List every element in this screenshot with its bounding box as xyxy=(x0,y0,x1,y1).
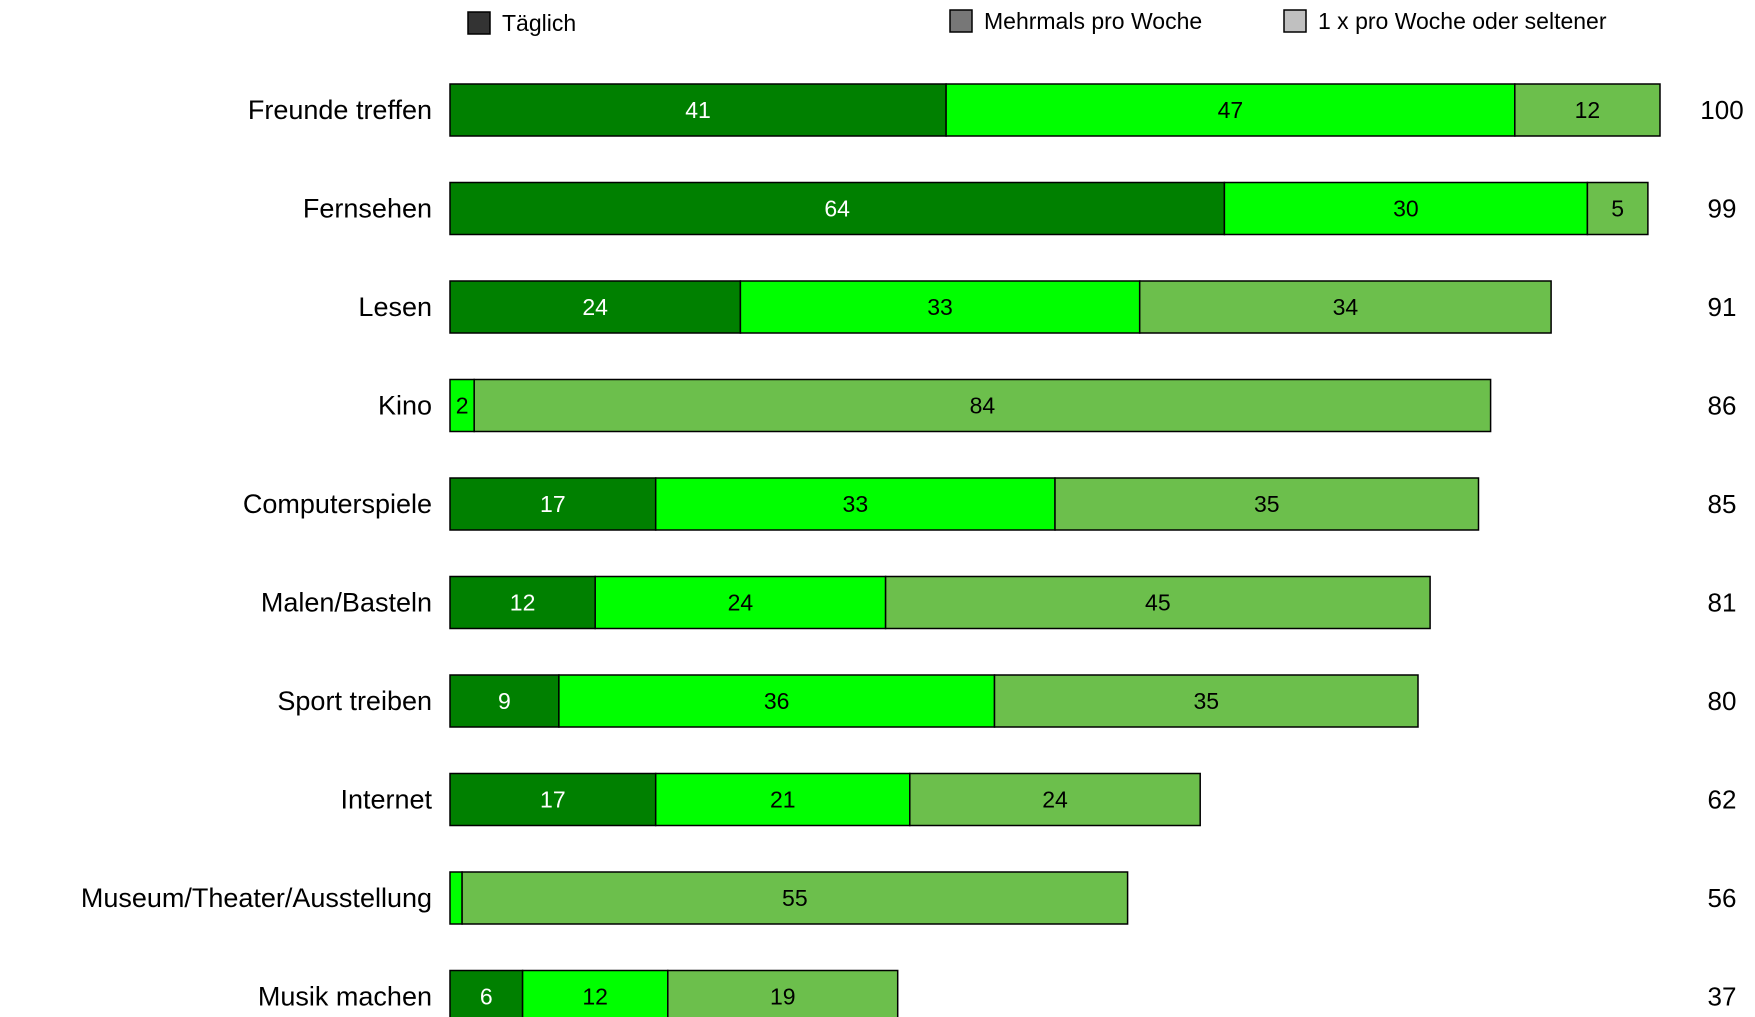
value-label: 17 xyxy=(540,491,566,517)
category-label: Internet xyxy=(340,785,432,815)
value-label: 24 xyxy=(582,294,608,320)
bar-row: Sport treiben 9 36 35 80 xyxy=(277,674,1737,728)
bar-segment xyxy=(473,378,1492,433)
value-label: 9 xyxy=(498,688,511,714)
legend-item: Mehrmals pro Woche xyxy=(949,8,1202,34)
value-label: 12 xyxy=(1575,97,1601,123)
bar-segment xyxy=(558,674,996,728)
value-label: 30 xyxy=(1393,196,1419,222)
total-label: 81 xyxy=(1708,588,1737,618)
total-label: 86 xyxy=(1708,391,1737,421)
legend-item: 1 x pro Woche oder seltener xyxy=(1283,8,1607,34)
category-label: Museum/Theater/Ausstellung xyxy=(81,883,432,913)
bar-segment xyxy=(654,477,1056,531)
category-label: Musik machen xyxy=(258,982,432,1012)
bar-segment xyxy=(654,772,911,827)
value-label: 21 xyxy=(770,787,796,813)
value-label: 19 xyxy=(770,984,796,1010)
bar-segment xyxy=(594,575,887,630)
bar-segment xyxy=(1223,181,1589,236)
category-label: Freunde treffen xyxy=(248,95,432,125)
bar-row: Computerspiele 17 33 35 85 xyxy=(243,477,1737,531)
bar-segment xyxy=(449,674,560,728)
bar-segment xyxy=(884,575,1431,630)
bar-row: Kino 2 84 86 xyxy=(378,378,1737,433)
total-label: 99 xyxy=(1708,194,1737,224)
total-label: 56 xyxy=(1708,883,1737,913)
bar-segment xyxy=(667,969,899,1017)
bar-segment xyxy=(993,674,1419,728)
legend-swatch xyxy=(467,11,491,35)
bar-row: Fernsehen 64 30 5 99 xyxy=(303,181,1737,236)
total-label: 62 xyxy=(1708,785,1737,815)
value-label: 33 xyxy=(927,294,953,320)
total-label: 80 xyxy=(1708,686,1737,716)
bar-row: Musik machen 6 12 19 37 xyxy=(258,969,1737,1017)
bar-segment xyxy=(449,280,742,334)
legend-label: Täglich xyxy=(502,10,576,36)
legend-item: Täglich xyxy=(467,10,576,36)
category-label: Fernsehen xyxy=(303,194,432,224)
bar-segment xyxy=(449,378,475,433)
total-label: 100 xyxy=(1700,95,1743,125)
total-label: 91 xyxy=(1708,292,1737,322)
bar-segment xyxy=(739,280,1141,334)
value-label: 64 xyxy=(824,196,850,222)
value-label: 2 xyxy=(456,393,469,419)
bar-row: Lesen 24 33 34 91 xyxy=(358,280,1737,334)
value-label: 5 xyxy=(1611,196,1624,222)
bar-segment xyxy=(521,969,669,1017)
bar-segment xyxy=(449,477,657,531)
total-label: 37 xyxy=(1708,982,1737,1012)
category-label: Malen/Basteln xyxy=(261,588,432,618)
value-label: 24 xyxy=(1042,787,1068,813)
total-label: 85 xyxy=(1708,489,1737,519)
category-label: Lesen xyxy=(358,292,432,322)
legend-label: 1 x pro Woche oder seltener xyxy=(1318,8,1607,34)
bar-segment xyxy=(1054,477,1480,531)
bar-segment xyxy=(1138,280,1552,334)
bar-segment xyxy=(449,969,524,1017)
value-label: 41 xyxy=(685,97,711,123)
value-label: 84 xyxy=(970,393,996,419)
bar-segment xyxy=(1514,83,1661,137)
legend-label: Mehrmals pro Woche xyxy=(984,8,1202,34)
bar-segment xyxy=(909,772,1201,827)
value-label: 17 xyxy=(540,787,566,813)
bar-row: Freunde treffen 41 47 12 100 xyxy=(248,83,1744,137)
bar-segment xyxy=(449,871,463,925)
bar-row: Museum/Theater/Ausstellung 55 56 xyxy=(81,871,1737,925)
value-label: 6 xyxy=(480,984,493,1010)
bar-segment xyxy=(449,181,1226,236)
value-label: 35 xyxy=(1254,491,1280,517)
bar-segment xyxy=(449,772,657,827)
value-label: 47 xyxy=(1218,97,1244,123)
bar-segment xyxy=(1586,181,1649,236)
category-label: Sport treiben xyxy=(277,686,432,716)
category-label: Computerspiele xyxy=(243,489,432,519)
legend: Täglich Mehrmals pro Woche 1 x pro Woche o… xyxy=(467,8,1607,36)
value-label: 24 xyxy=(728,590,754,616)
value-label: 35 xyxy=(1193,688,1219,714)
category-label: Kino xyxy=(378,391,432,421)
bar-segment xyxy=(945,83,1516,137)
bar-row: Malen/Basteln 12 24 45 81 xyxy=(261,575,1737,630)
value-label: 36 xyxy=(764,688,790,714)
value-label: 33 xyxy=(843,491,869,517)
value-label: 55 xyxy=(782,885,808,911)
value-label: 12 xyxy=(582,984,608,1010)
value-label: 12 xyxy=(510,590,536,616)
bar-row: Internet 17 21 24 62 xyxy=(340,772,1737,827)
value-label: 45 xyxy=(1145,590,1171,616)
legend-swatch xyxy=(1283,9,1307,33)
bar-segment xyxy=(461,871,1129,925)
bar-segment xyxy=(449,83,947,137)
value-label: 34 xyxy=(1333,294,1359,320)
legend-swatch xyxy=(949,9,973,33)
